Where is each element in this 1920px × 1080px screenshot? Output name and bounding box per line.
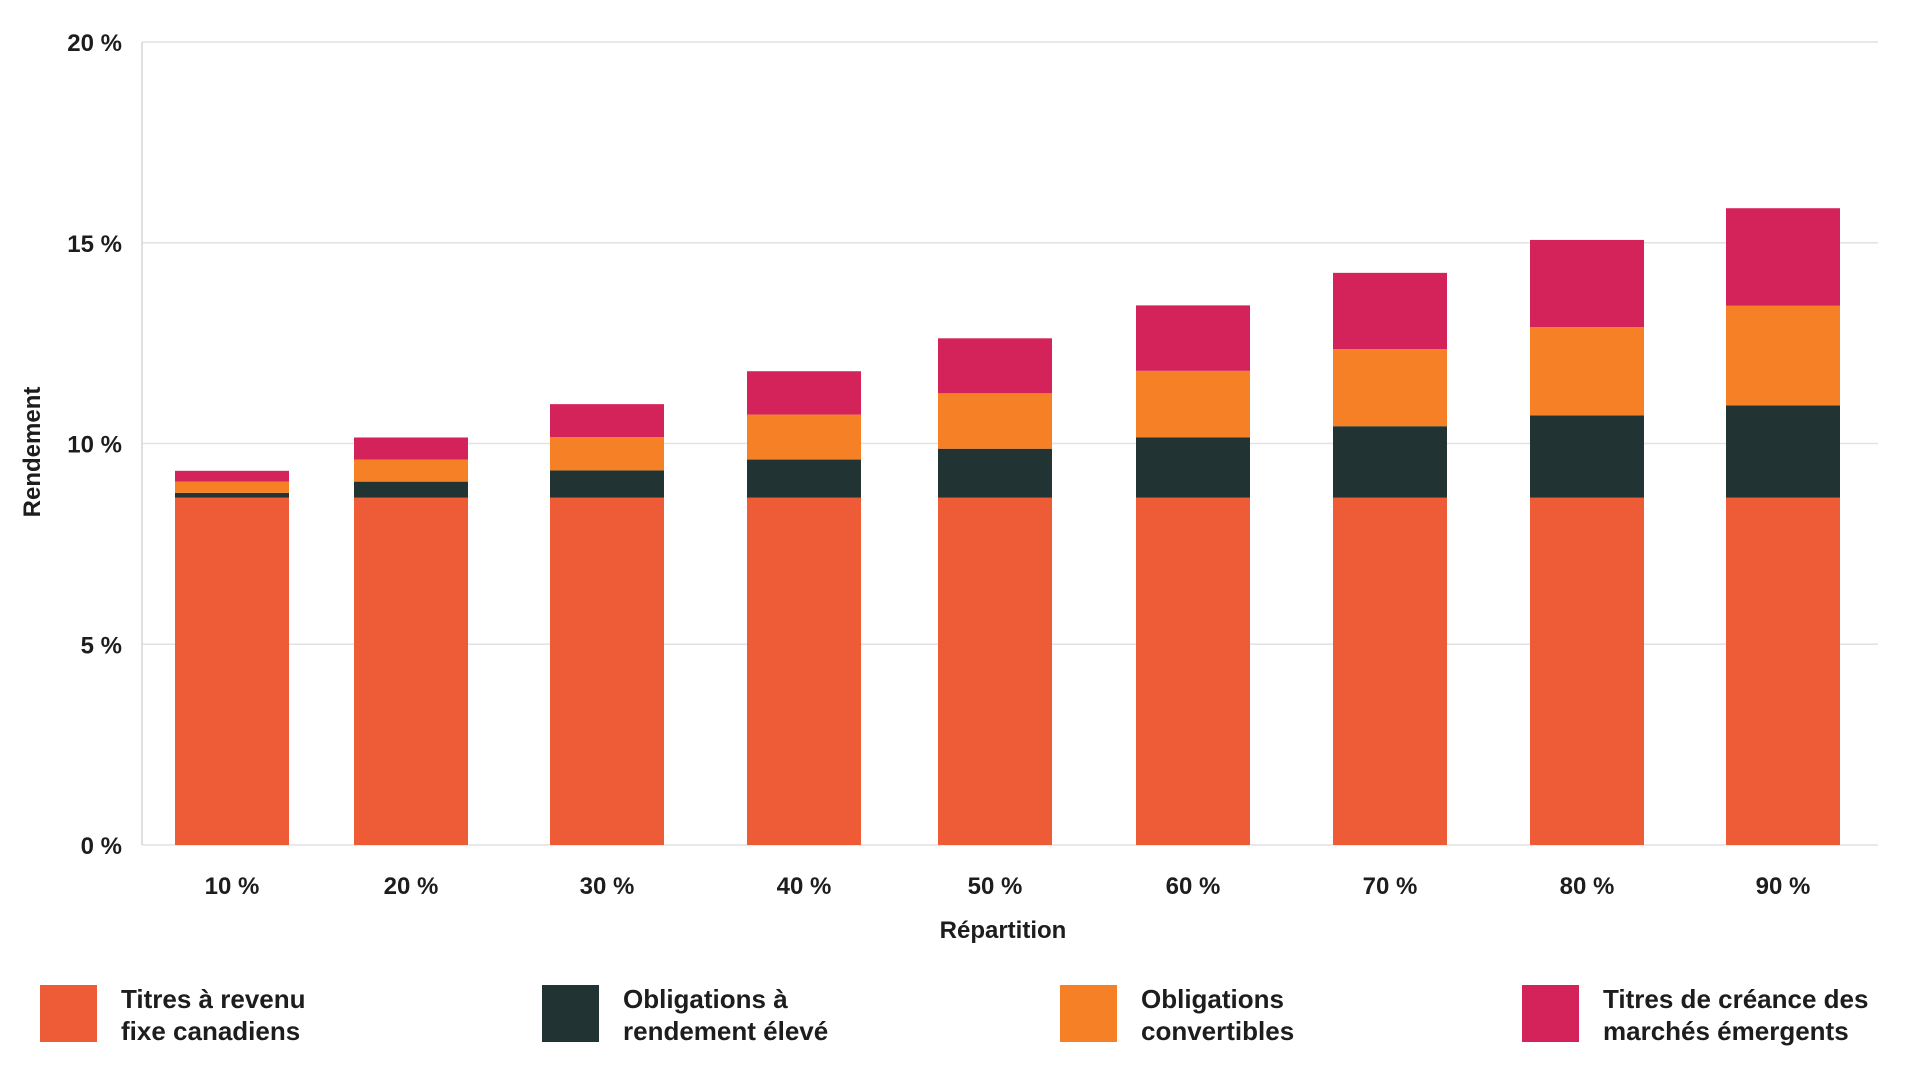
legend-item-emerging-market-debt: Titres de créance des marchés émergents — [1522, 983, 1903, 1047]
x-tick-label: 80 % — [1560, 873, 1615, 900]
x-axis-ticks: 10 % 20 % 30 % 40 % 50 % 60 % 70 % 80 % 90 % — [205, 873, 1811, 900]
bar-segment — [354, 497, 468, 845]
legend-label-line: Titres de créance des — [1603, 984, 1869, 1014]
bar-segment — [550, 437, 664, 471]
y-tick-label: 10 % — [67, 432, 122, 459]
x-tick-label: 40 % — [777, 873, 832, 900]
bar-segment — [1136, 305, 1250, 371]
bar-segment — [1530, 239, 1644, 328]
bar-segment — [938, 497, 1052, 845]
legend-item-high-yield-bonds: Obligations à rendement élevé — [542, 983, 923, 1047]
x-tick-label: 10 % — [205, 873, 260, 900]
x-tick-label: 60 % — [1166, 873, 1221, 900]
bar-segment — [1333, 497, 1447, 845]
bar-segment — [1530, 497, 1644, 845]
legend-label: Titres à revenu fixe canadiens — [121, 983, 421, 1047]
x-tick-label: 50 % — [968, 873, 1023, 900]
y-axis-title: Rendement — [19, 387, 46, 518]
legend-item-convertible-bonds: Obligations convertibles — [1060, 983, 1441, 1047]
bar-segment — [1333, 272, 1447, 350]
legend-label-line: Titres à revenu — [121, 984, 306, 1014]
bar-segment — [1726, 208, 1840, 306]
bar-segment — [1136, 497, 1250, 845]
legend-label-line: rendement élevé — [623, 1016, 829, 1046]
bar-segment — [938, 393, 1052, 449]
legend-label-line: fixe canadiens — [121, 1016, 301, 1046]
y-tick-label: 0 % — [81, 833, 122, 860]
bar-segment — [747, 459, 861, 498]
bar-segment — [1333, 349, 1447, 427]
x-tick-label: 70 % — [1363, 873, 1418, 900]
legend-label: Obligations à rendement élevé — [623, 983, 923, 1047]
bar-segment — [175, 470, 289, 482]
bar-segment — [747, 371, 861, 415]
bar-segment — [1136, 437, 1250, 498]
bar-segment — [1726, 497, 1840, 845]
x-tick-label: 20 % — [384, 873, 439, 900]
bar-segment — [175, 497, 289, 845]
bar-segment — [938, 448, 1052, 498]
y-tick-label: 20 % — [67, 30, 122, 57]
legend-label-line: convertibles — [1141, 1016, 1295, 1046]
legend-label-line: Obligations — [1141, 984, 1284, 1014]
legend-label: Obligations convertibles — [1141, 983, 1441, 1047]
legend-label-line: Obligations à — [623, 984, 788, 1014]
legend-label: Titres de créance des marchés émergents — [1603, 983, 1903, 1047]
y-tick-label: 15 % — [67, 231, 122, 258]
bar-segment — [550, 470, 664, 498]
bar-segment — [175, 492, 289, 498]
bar-segment — [1726, 405, 1840, 498]
bar-segment — [1530, 415, 1644, 498]
x-axis-title: Répartition — [940, 917, 1067, 944]
bar-segment — [1136, 370, 1250, 438]
bar-segment — [354, 459, 468, 482]
legend-swatch-emerging-market-debt — [1522, 985, 1579, 1042]
y-axis-ticks: 0 % 5 % 10 % 15 % 20 % — [67, 30, 122, 860]
bar-segment — [550, 497, 664, 845]
bar-group — [175, 208, 1840, 845]
x-tick-label: 30 % — [580, 873, 635, 900]
bar-segment — [354, 437, 468, 460]
bar-segment — [938, 338, 1052, 394]
bar-segment — [1726, 305, 1840, 406]
bar-segment — [550, 404, 664, 438]
legend: Titres à revenu fixe canadiens Obligatio… — [0, 983, 1920, 1065]
y-tick-label: 5 % — [81, 632, 122, 659]
bar-segment — [747, 414, 861, 460]
legend-swatch-canadian-fixed-income — [40, 985, 97, 1042]
legend-item-canadian-fixed-income: Titres à revenu fixe canadiens — [40, 983, 421, 1047]
x-tick-label: 90 % — [1756, 873, 1811, 900]
bar-segment — [354, 481, 468, 498]
legend-swatch-high-yield-bonds — [542, 985, 599, 1042]
bar-segment — [1530, 327, 1644, 416]
bar-segment — [747, 497, 861, 845]
stacked-bar-chart: 0 % 5 % 10 % 15 % 20 % 10 % 20 % 30 % 40 % 50 % 6… — [19, 30, 1878, 944]
bar-segment — [1333, 426, 1447, 498]
legend-swatch-convertible-bonds — [1060, 985, 1117, 1042]
legend-label-line: marchés émergents — [1603, 1016, 1849, 1046]
bar-segment — [175, 481, 289, 493]
